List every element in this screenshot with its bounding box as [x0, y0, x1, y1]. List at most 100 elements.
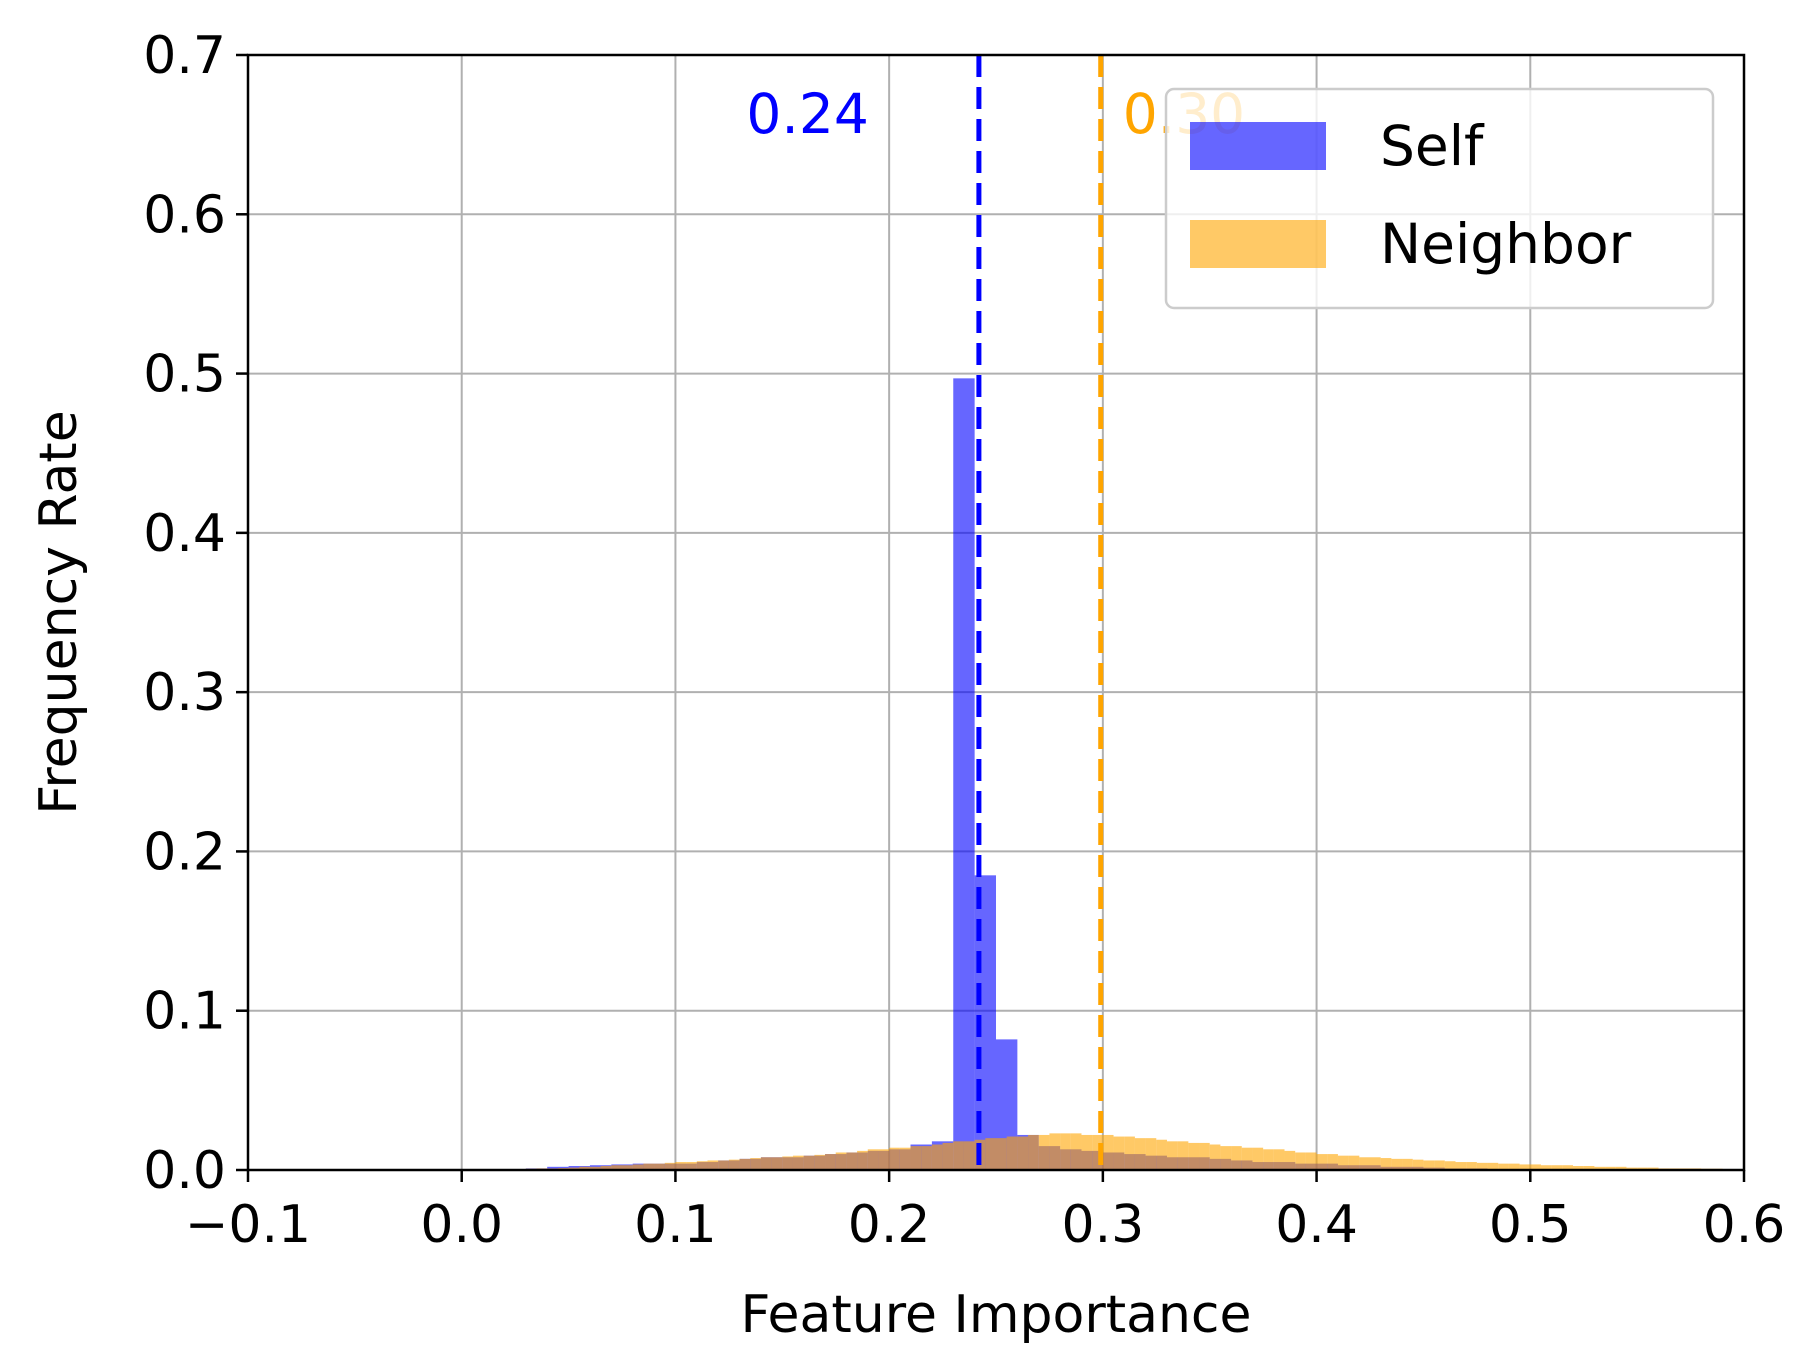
neighbor-bar: [1102, 1134, 1114, 1170]
neighbor-bar: [1166, 1141, 1178, 1170]
legend-swatch-self: [1190, 122, 1326, 170]
neighbor-bar: [1305, 1152, 1317, 1170]
neighbor-bar: [953, 1141, 964, 1170]
series-neighbor-bars: [504, 1133, 1734, 1170]
neighbor-bar: [1038, 1134, 1050, 1170]
neighbor-bar: [921, 1146, 932, 1170]
neighbor-bar: [1209, 1144, 1221, 1170]
neighbor-bar: [1124, 1136, 1135, 1170]
neighbor-bar: [589, 1166, 601, 1170]
neighbor-bar: [1434, 1160, 1445, 1170]
neighbor-bar: [1081, 1134, 1093, 1170]
neighbor-bar: [1402, 1158, 1413, 1170]
x-tick-label: 0.5: [1489, 1195, 1572, 1255]
neighbor-bar: [632, 1164, 644, 1170]
neighbor-bar: [1241, 1147, 1253, 1170]
y-tick-label: 0.1: [143, 982, 226, 1042]
neighbor-bar: [1295, 1152, 1306, 1170]
x-tick-label: 0.4: [1275, 1195, 1358, 1255]
x-tick-label: 0.1: [634, 1195, 717, 1255]
x-axis-ticks: −0.1 0.0 0.1 0.2 0.3 0.4 0.5 0.6: [185, 1170, 1785, 1255]
neighbor-bar: [942, 1142, 954, 1170]
neighbor-bar: [1199, 1142, 1210, 1170]
neighbor-bar: [1231, 1146, 1242, 1170]
neighbor-bar: [1252, 1147, 1264, 1170]
neighbor-bar: [1466, 1162, 1477, 1170]
neighbor-bar: [728, 1159, 740, 1170]
neighbor-bar: [1337, 1155, 1349, 1170]
x-tick-label: 0.6: [1703, 1195, 1786, 1255]
neighbor-bar: [1391, 1158, 1403, 1170]
neighbor-bar: [1615, 1166, 1627, 1170]
y-tick-label: 0.4: [143, 504, 226, 564]
neighbor-bar: [707, 1160, 719, 1170]
neighbor-bar: [1273, 1149, 1285, 1170]
neighbor-bar: [1220, 1146, 1232, 1170]
neighbor-bar: [1508, 1163, 1520, 1170]
neighbor-bar: [931, 1144, 943, 1170]
neighbor-bar: [867, 1149, 879, 1170]
neighbor-bar: [579, 1166, 590, 1170]
y-tick-label: 0.5: [143, 345, 226, 405]
neighbor-bar: [814, 1154, 826, 1170]
neighbor-bar: [846, 1152, 858, 1170]
x-tick-label: 0.0: [420, 1195, 503, 1255]
neighbor-bar: [1188, 1142, 1200, 1170]
neighbor-bar: [825, 1154, 836, 1170]
neighbor-bar: [792, 1155, 804, 1170]
neighbor-bar: [1134, 1138, 1146, 1170]
neighbor-bar: [1476, 1162, 1488, 1170]
neighbor-bar: [857, 1150, 868, 1170]
neighbor-bar: [835, 1152, 847, 1170]
neighbor-bar: [899, 1147, 911, 1170]
neighbor-bar: [686, 1162, 697, 1170]
neighbor-bar: [1156, 1139, 1167, 1170]
neighbor-bar: [1049, 1133, 1061, 1170]
x-tick-label: −0.1: [185, 1195, 311, 1255]
mean-lines: [976, 55, 1104, 1170]
y-axis-label: Frequency Rate: [29, 410, 89, 814]
neighbor-bar: [1573, 1166, 1584, 1170]
y-tick-label: 0.7: [143, 26, 226, 86]
x-tick-label: 0.3: [1062, 1195, 1145, 1255]
mean-label-0: 0.24: [746, 82, 868, 146]
neighbor-bar: [1177, 1141, 1189, 1170]
neighbor-bar: [760, 1157, 772, 1170]
neighbor-bar: [1455, 1162, 1467, 1170]
legend-swatch-neighbor: [1190, 220, 1326, 268]
neighbor-bar: [996, 1138, 1007, 1170]
y-tick-label: 0.0: [143, 1141, 226, 1201]
neighbor-bar: [782, 1156, 793, 1170]
neighbor-bar: [1284, 1150, 1296, 1170]
neighbor-bar: [1594, 1166, 1606, 1170]
neighbor-bar: [611, 1165, 622, 1170]
y-tick-label: 0.2: [143, 822, 226, 882]
neighbor-bar: [643, 1163, 655, 1170]
neighbor-bar: [1519, 1164, 1531, 1170]
neighbor-bar: [664, 1162, 676, 1170]
plot-frame: [246, 53, 1746, 1172]
neighbor-bar: [1327, 1154, 1338, 1170]
neighbor-bar: [1412, 1159, 1424, 1170]
neighbor-bar: [1423, 1160, 1435, 1170]
neighbor-bar: [771, 1157, 783, 1170]
neighbor-bar: [1316, 1154, 1328, 1170]
neighbor-bar: [1348, 1155, 1360, 1170]
neighbor-bar: [889, 1147, 900, 1170]
neighbor-bar: [1380, 1158, 1392, 1170]
neighbor-bar: [1444, 1161, 1456, 1170]
neighbor-bar: [654, 1163, 665, 1170]
neighbor-bar: [1263, 1149, 1274, 1170]
neighbor-bar: [1006, 1136, 1018, 1170]
self-bar: [953, 378, 975, 1171]
neighbor-bar: [1487, 1162, 1499, 1170]
neighbor-bar: [1551, 1165, 1563, 1170]
neighbor-bar: [803, 1155, 815, 1170]
neighbor-bar: [1060, 1133, 1071, 1170]
neighbor-bar: [1145, 1138, 1157, 1170]
neighbor-bar: [1583, 1166, 1595, 1170]
neighbor-bar: [1070, 1133, 1082, 1170]
neighbor-bar: [878, 1149, 890, 1170]
neighbor-bar: [1359, 1157, 1370, 1170]
